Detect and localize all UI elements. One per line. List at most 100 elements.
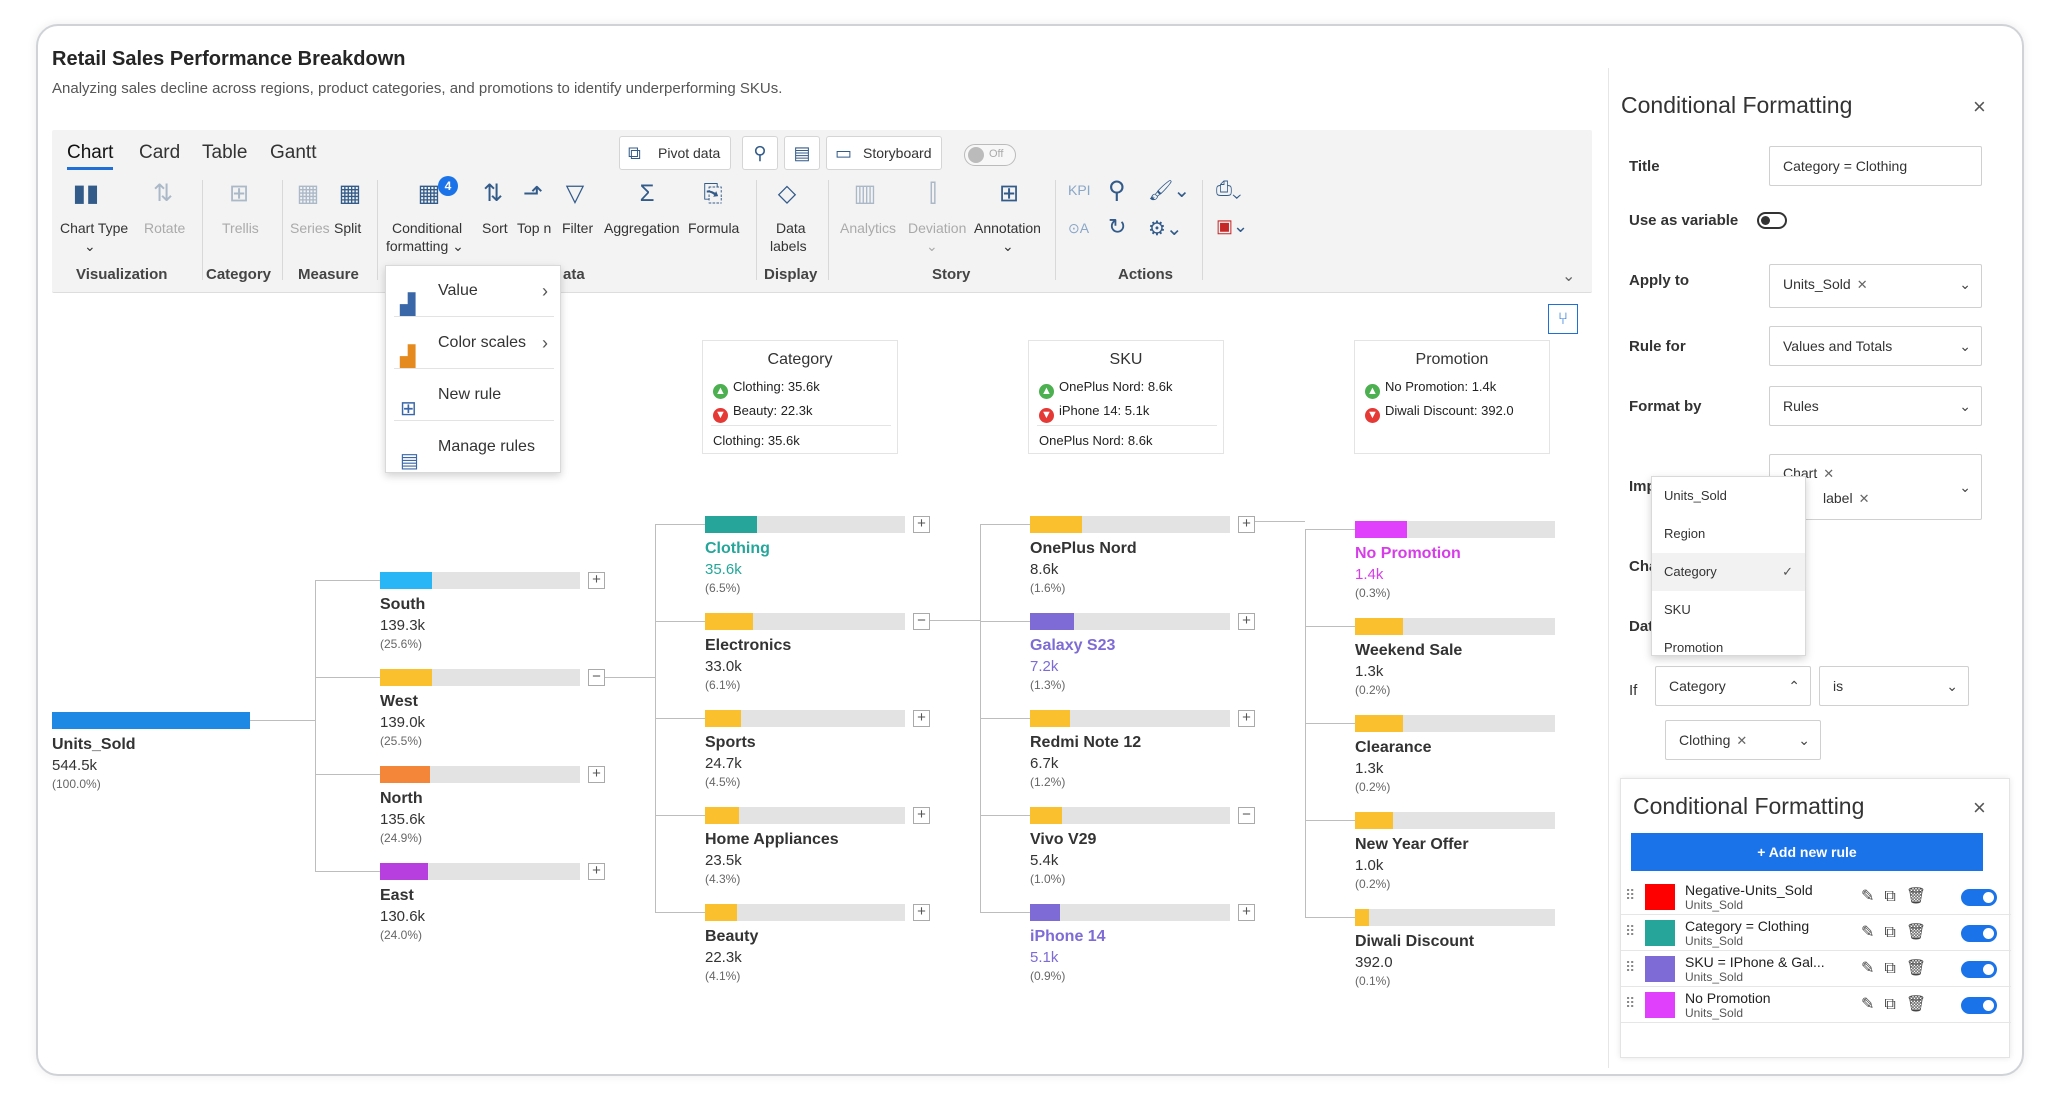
if-operator-select[interactable]: is ⌄ [1819, 666, 1969, 706]
edit-icon[interactable]: ✎ [1861, 996, 1885, 1013]
aggregation-button[interactable]: Aggregation [604, 220, 680, 236]
chart-type-chevron-icon[interactable]: ⌄ [84, 238, 96, 254]
use-variable-toggle[interactable] [1757, 212, 1787, 229]
edit-icon[interactable]: ✎ [1861, 888, 1885, 905]
delete-icon[interactable]: 🗑︎ [1905, 888, 1937, 905]
sort-icon[interactable]: ⇅ [482, 180, 504, 207]
promotion-node-1[interactable]: Weekend Sale 1.3k (0.2%) [1355, 618, 1555, 698]
category-node-0[interactable]: Clothing 35.6k (6.5%) + [705, 516, 930, 596]
split-icon[interactable]: ▦ [338, 180, 362, 207]
title-input[interactable]: Category = Clothing [1769, 146, 1982, 186]
remove-tag-icon[interactable]: ✕ [1858, 491, 1870, 506]
sort-button[interactable]: Sort [482, 220, 508, 236]
storyboard-toggle[interactable]: Off [964, 144, 1016, 166]
paint-brush-icon[interactable]: 🖌︎⌄ [1148, 180, 1191, 202]
edit-icon[interactable]: ✎ [1861, 960, 1885, 977]
collapse-icon[interactable]: − [913, 613, 930, 630]
rule-row[interactable]: ⠿ Category = Clothing Units_Sold ✎⧉🗑︎ [1621, 915, 2011, 951]
add-new-rule-button[interactable]: + Add new rule [1631, 833, 1983, 871]
storyboard-button[interactable]: ▭ Storyboard [826, 136, 943, 170]
expand-icon[interactable]: + [588, 766, 605, 783]
expand-icon[interactable]: + [588, 863, 605, 880]
tab-card[interactable]: Card [139, 142, 181, 163]
sku-node-2[interactable]: Redmi Note 12 6.7k (1.2%) + [1030, 710, 1255, 790]
filter-button[interactable]: Filter [562, 220, 594, 236]
formula-icon[interactable]: ⎘ [703, 180, 723, 207]
expand-icon[interactable]: + [1238, 710, 1255, 727]
conditional-formatting-icon[interactable]: ▦ [417, 180, 441, 207]
close-icon[interactable]: × [1973, 795, 1986, 820]
option-category[interactable]: Category ✓ [1652, 553, 1805, 591]
sku-node-3[interactable]: Vivo V29 5.4k (1.0%) − [1030, 807, 1255, 887]
formula-button[interactable]: Formula [688, 220, 740, 236]
tree-layout-icon[interactable]: ⑂ [1548, 304, 1578, 334]
remove-tag-icon[interactable]: ✕ [1823, 466, 1835, 481]
drag-handle-icon[interactable]: ⠿ [1625, 923, 1635, 939]
sku-node-0[interactable]: OnePlus Nord 8.6k (1.6%) + [1030, 516, 1255, 596]
kpi-icon[interactable]: KPI [1068, 182, 1091, 198]
expand-icon[interactable]: + [913, 710, 930, 727]
rule-row[interactable]: ⠿ Negative-Units_Sold Units_Sold ✎⧉🗑︎ [1621, 879, 2011, 915]
settings-icon[interactable]: ⚙⌄ [1148, 218, 1183, 240]
data-alert-icon[interactable]: ⊙A [1068, 220, 1090, 236]
drag-handle-icon[interactable]: ⠿ [1625, 887, 1635, 903]
top-n-icon[interactable]: ⬏ [522, 180, 544, 207]
chart-type-icon[interactable]: ▮▮ [72, 180, 100, 207]
category-node-3[interactable]: Home Appliances 23.5k (4.3%) + [705, 807, 930, 887]
edit-table-button[interactable]: ▤ [784, 136, 820, 170]
delete-icon[interactable]: 🗑︎ [1905, 996, 1937, 1013]
expand-icon[interactable]: + [913, 807, 930, 824]
filter-icon[interactable]: ▽ [565, 180, 585, 207]
expand-icon[interactable]: + [913, 516, 930, 533]
promotion-node-3[interactable]: New Year Offer 1.0k (0.2%) [1355, 812, 1555, 892]
annotation-button[interactable]: Annotation [974, 220, 1041, 236]
option-region[interactable]: Region [1664, 526, 1706, 541]
expand-icon[interactable]: + [1238, 904, 1255, 921]
if-field-select[interactable]: Category ⌃ [1655, 666, 1811, 706]
export-icon[interactable]: ⎙⌄ [1216, 178, 1242, 200]
split-button[interactable]: Split [334, 220, 362, 236]
category-node-1[interactable]: Electronics 33.0k (6.1%) − [705, 613, 930, 693]
sku-node-4[interactable]: iPhone 14 5.1k (0.9%) + [1030, 904, 1255, 984]
rule-toggle[interactable] [1961, 925, 1997, 942]
rule-row[interactable]: ⠿ No Promotion Units_Sold ✎⧉🗑︎ [1621, 987, 2011, 1023]
copy-icon[interactable]: ⧉ [1884, 960, 1906, 977]
promotion-node-2[interactable]: Clearance 1.3k (0.2%) [1355, 715, 1555, 795]
region-node-1[interactable]: West 139.0k (25.5%) − [380, 669, 605, 749]
expand-icon[interactable]: + [1238, 613, 1255, 630]
menu-item-value[interactable]: ▟ Value › [386, 266, 562, 316]
expand-icon[interactable]: + [1238, 516, 1255, 533]
collapse-icon[interactable]: − [1238, 807, 1255, 824]
data-labels-button[interactable]: Data [776, 220, 806, 236]
menu-item-new-rule[interactable]: ⊞ New rule [386, 370, 562, 420]
menu-item-manage-rules[interactable]: ▤ Manage rules [386, 422, 562, 472]
copy-icon[interactable]: ⧉ [1884, 924, 1906, 941]
promotion-node-0[interactable]: No Promotion 1.4k (0.3%) [1355, 521, 1555, 601]
refresh-icon[interactable]: ↻ [1108, 214, 1127, 239]
drag-handle-icon[interactable]: ⠿ [1625, 959, 1635, 975]
remove-tag-icon[interactable]: ✕ [1736, 733, 1748, 748]
collapse-ribbon-icon[interactable]: ⌄ [1562, 268, 1576, 285]
rule-toggle[interactable] [1961, 889, 1997, 906]
apply-to-select[interactable]: Units_Sold ✕ ⌄ [1769, 264, 1982, 308]
region-node-0[interactable]: South 139.3k (25.6%) + [380, 572, 605, 652]
data-labels-button-2[interactable]: labels [770, 238, 807, 254]
format-by-select[interactable]: Rules ⌄ [1769, 386, 1982, 426]
promotion-node-4[interactable]: Diwali Discount 392.0 (0.1%) [1355, 909, 1555, 989]
annotation-icon[interactable]: ⊞ [998, 180, 1020, 207]
tab-table[interactable]: Table [202, 142, 248, 163]
rule-toggle[interactable] [1961, 997, 1997, 1014]
region-node-2[interactable]: North 135.6k (24.9%) + [380, 766, 605, 846]
option-sku[interactable]: SKU [1664, 602, 1691, 617]
region-node-3[interactable]: East 130.6k (24.0%) + [380, 863, 605, 943]
delete-icon[interactable]: 🗑︎ [1905, 924, 1937, 941]
edit-icon[interactable]: ✎ [1861, 924, 1885, 941]
category-node-2[interactable]: Sports 24.7k (4.5%) + [705, 710, 930, 790]
search-icon[interactable]: ⚲ [1108, 177, 1126, 204]
option-units-sold[interactable]: Units_Sold [1664, 488, 1727, 503]
expand-icon[interactable]: + [588, 572, 605, 589]
rule-for-select[interactable]: Values and Totals ⌄ [1769, 326, 1982, 366]
sku-node-1[interactable]: Galaxy S23 7.2k (1.3%) + [1030, 613, 1255, 693]
menu-item-color-scales[interactable]: ▟ Color scales › [386, 318, 562, 368]
drag-handle-icon[interactable]: ⠿ [1625, 995, 1635, 1011]
